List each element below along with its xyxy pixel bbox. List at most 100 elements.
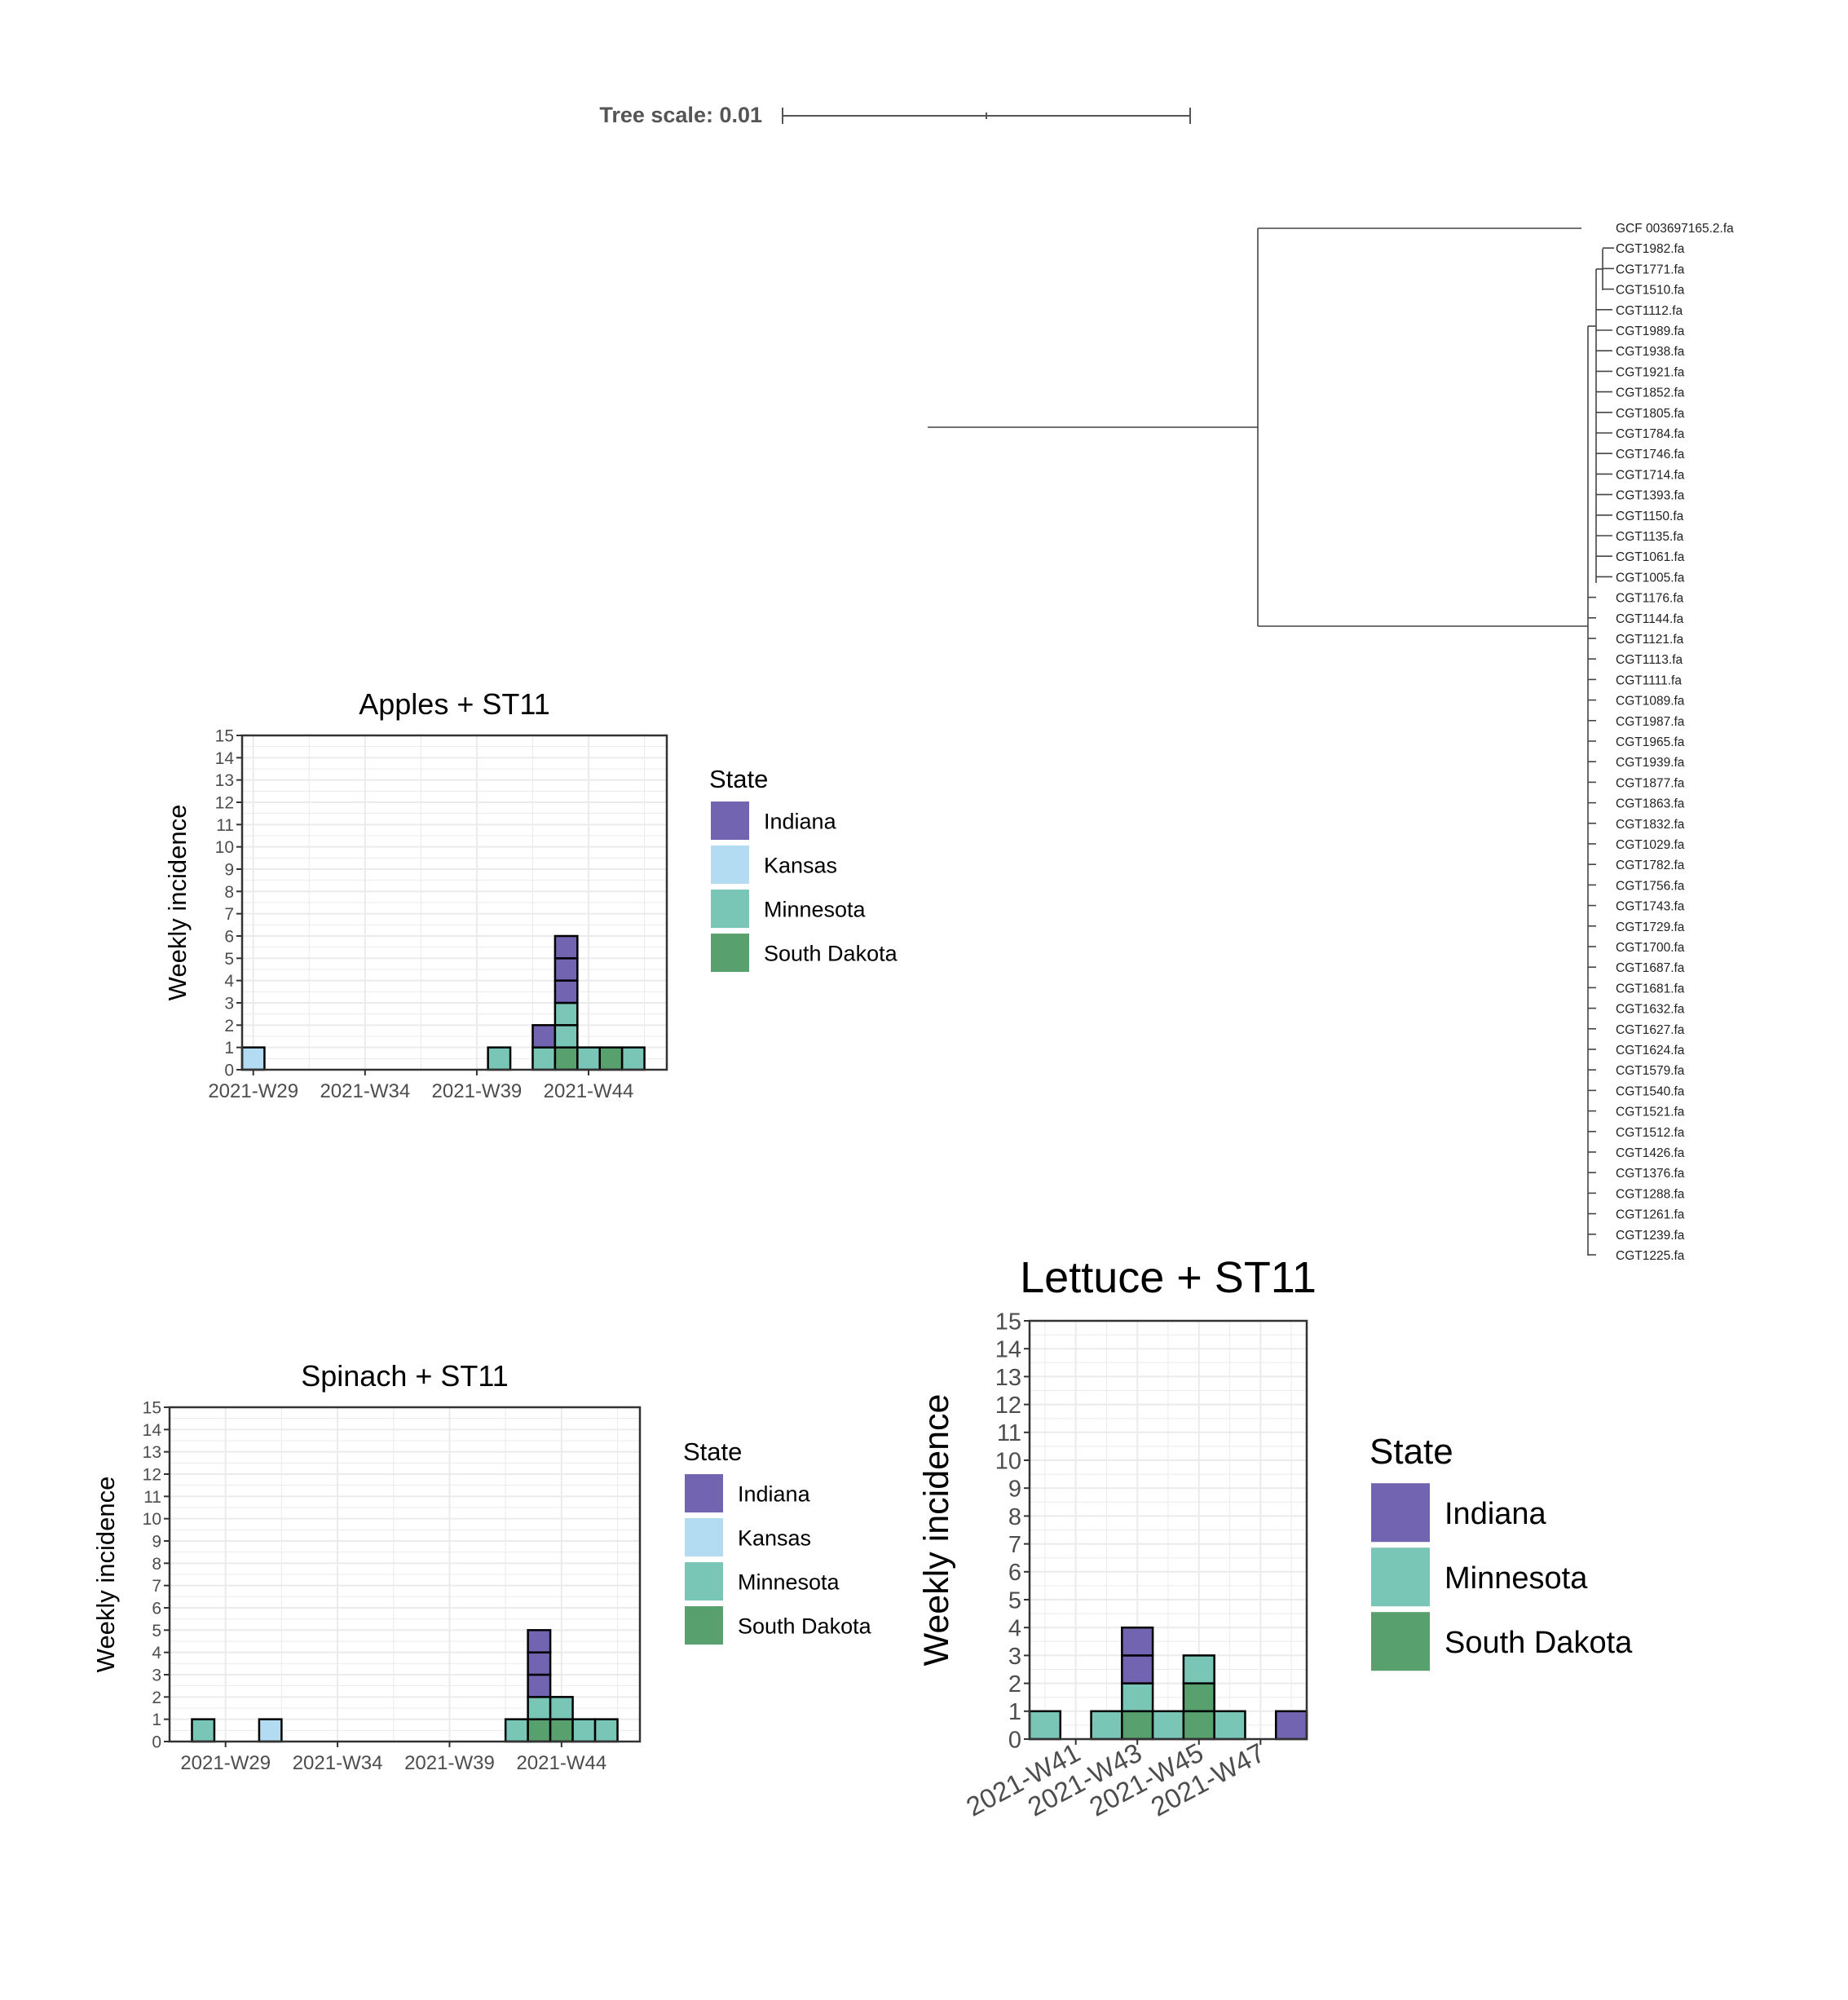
y-tick-label: 6 [224, 928, 234, 947]
bar-segment-minnesota [554, 1001, 579, 1026]
bar-segment-minnesota [191, 1718, 216, 1743]
y-tick-label: 10 [143, 1510, 161, 1529]
bar-segment-minnesota [527, 1696, 552, 1720]
chart-title: Lettuce + ST11 [1020, 1253, 1317, 1302]
bar-segment-indiana [527, 1651, 552, 1676]
bar-segment-minnesota [571, 1718, 597, 1743]
tree-leaf-label: CGT1729.fa [1616, 921, 1685, 934]
tree-leaf-label: CGT1939.fa [1616, 756, 1685, 770]
y-tick-label: 9 [224, 861, 234, 880]
x-tick-label: 2021-W44 [544, 1080, 634, 1102]
y-tick-label: 10 [215, 838, 234, 857]
bar-segment-minnesota [1151, 1710, 1185, 1741]
y-tick-label: 12 [143, 1466, 161, 1485]
apples-chart: Apples + ST110123456789101112131415Weekl… [163, 687, 898, 1102]
plot-border [168, 1406, 642, 1743]
y-tick-label: 10 [995, 1448, 1021, 1474]
y-tick-label: 6 [1008, 1560, 1021, 1586]
tree-leaf-label: CGT1426.fa [1616, 1146, 1685, 1160]
bar-segment-minnesota [593, 1718, 619, 1743]
tree-leaf-label: CGT1700.fa [1616, 941, 1685, 955]
legend-title: State [709, 765, 768, 793]
tree-leaf-label: CGT1510.fa [1616, 284, 1685, 298]
tree-leaf-label: CGT1681.fa [1616, 982, 1685, 996]
chart-title: Spinach + ST11 [301, 1359, 509, 1393]
tree-leaf-label: CGT1112.fa [1616, 304, 1683, 318]
y-tick-label: 5 [1008, 1587, 1021, 1614]
bar-segment-minnesota [554, 1024, 579, 1049]
y-tick-label: 5 [224, 950, 234, 969]
legend-key-kansas [711, 845, 749, 885]
tree-leaf-label: CGT1288.fa [1616, 1187, 1685, 1201]
tree-leaf-label: CGT1982.fa [1616, 242, 1685, 256]
y-tick-label: 14 [215, 749, 235, 768]
tree-leaf-label: CGT1989.fa [1616, 325, 1685, 338]
y-tick-label: 3 [1008, 1644, 1021, 1670]
y-tick-label: 4 [224, 972, 234, 991]
y-tick-label: 13 [215, 771, 234, 790]
tree-leaf-label: CGT1771.fa [1616, 263, 1685, 276]
bar-segment-indiana [1121, 1626, 1154, 1657]
plot-border [1028, 1319, 1308, 1741]
legend-label: Indiana [764, 809, 837, 833]
tree-leaf-label: CGT1540.fa [1616, 1084, 1685, 1098]
bar-segment-south-dakota [598, 1046, 624, 1071]
tree-leaf-label: CGT1965.fa [1616, 735, 1685, 749]
y-axis-title: Weekly incidence [163, 805, 192, 1001]
y-tick-label: 15 [143, 1399, 161, 1418]
bar-segment-indiana [531, 1024, 557, 1049]
y-tick-label: 2 [1008, 1671, 1021, 1698]
y-tick-label: 2 [152, 1689, 161, 1707]
tree-leaf-label: CGT1624.fa [1616, 1044, 1685, 1057]
y-tick-label: 0 [1008, 1727, 1021, 1753]
y-axis-title: Weekly incidence [917, 1394, 956, 1667]
tree-leaf-label: CGT1121.fa [1616, 633, 1684, 647]
tree-leaf-label: CGT1921.fa [1616, 365, 1685, 379]
bar-segment-minnesota [549, 1696, 574, 1720]
tree-leaf-label: CGT1743.fa [1616, 900, 1685, 914]
bar-segment-minnesota [620, 1046, 646, 1071]
bar-segment-indiana [554, 979, 579, 1004]
legend-label: Indiana [738, 1481, 811, 1506]
legend-label: Kansas [738, 1525, 811, 1550]
bar-segment-minnesota [1213, 1710, 1246, 1741]
bar-segment-south-dakota [527, 1718, 552, 1743]
tree-leaf-label: CGT1579.fa [1616, 1064, 1685, 1078]
tree-leaf-label: CGT1863.fa [1616, 797, 1685, 811]
y-tick-label: 14 [143, 1421, 162, 1440]
tree-leaf-label: CGT1687.fa [1616, 961, 1685, 975]
y-tick-label: 0 [224, 1062, 234, 1080]
legend-key-indiana [1371, 1483, 1430, 1543]
bar-segment-south-dakota [1182, 1682, 1215, 1713]
legend-label: South Dakota [738, 1614, 872, 1638]
y-tick-label: 12 [995, 1393, 1021, 1419]
tree-leaf-label: CGT1239.fa [1616, 1229, 1685, 1243]
tree-leaf-label: CGT1746.fa [1616, 448, 1685, 461]
tree-leaf-label: CGT1805.fa [1616, 407, 1685, 421]
tree-leaf-label: GCF 003697165.2.fa [1616, 222, 1734, 236]
y-axis-title: Weekly incidence [91, 1477, 120, 1673]
bar-segment-indiana [1274, 1710, 1308, 1741]
legend-label: Minnesota [1444, 1561, 1588, 1596]
y-tick-label: 14 [995, 1337, 1021, 1363]
bar-segment-minnesota [531, 1046, 557, 1071]
legend-label: Indiana [1444, 1497, 1547, 1531]
tree-leaf-label: CGT1225.fa [1616, 1249, 1685, 1263]
tree-leaf-label: CGT1061.fa [1616, 550, 1685, 564]
legend-title: State [683, 1437, 742, 1466]
y-tick-label: 13 [143, 1443, 161, 1462]
tree-leaf-label: CGT1029.fa [1616, 838, 1685, 852]
bar-segment-minnesota [1121, 1682, 1154, 1713]
bar-segment-indiana [554, 934, 579, 960]
y-tick-label: 9 [152, 1533, 161, 1552]
y-tick-label: 9 [1008, 1477, 1021, 1503]
tree-leaf-label: CGT1512.fa [1616, 1126, 1685, 1140]
y-tick-label: 4 [152, 1644, 161, 1662]
bar-segment-minnesota [576, 1046, 601, 1071]
bar-segment-indiana [527, 1629, 552, 1653]
legend-label: South Dakota [764, 941, 898, 965]
x-tick-label: 2021-W34 [320, 1080, 410, 1102]
bar-segment-minnesota [1182, 1654, 1215, 1684]
legend-key-minnesota [1371, 1547, 1430, 1607]
bar-segment-indiana [554, 957, 579, 982]
